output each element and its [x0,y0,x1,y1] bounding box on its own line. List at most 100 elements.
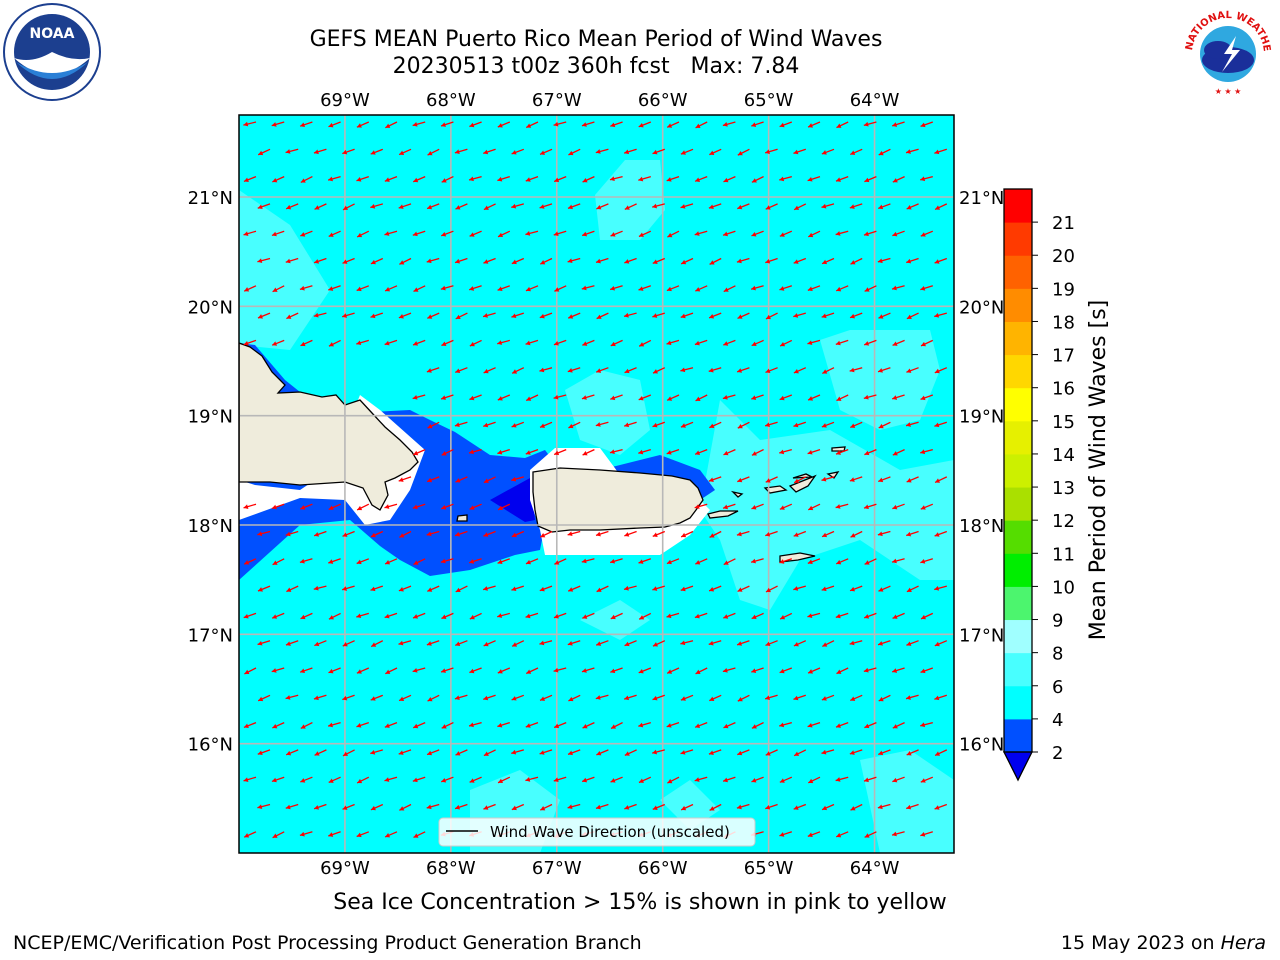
wave-direction-arrow [892,612,905,619]
wave-direction-arrow [356,339,369,346]
wave-direction-arrow [539,749,553,755]
wave-direction-arrow [905,694,919,700]
wave-direction-arrow [765,749,778,756]
colorbar-band [1004,685,1032,720]
wave-direction-arrow [370,585,384,592]
wave-direction-arrow [257,640,271,646]
wave-direction-arrow [384,503,398,509]
wave-direction-arrow [680,203,694,209]
wave-direction-arrow [892,776,905,783]
wave-direction-arrow [934,257,948,264]
wave-direction-arrow [342,803,355,810]
wave-direction-arrow [694,448,708,455]
wave-direction-arrow [609,285,623,291]
wave-direction-arrow [370,694,384,701]
wave-direction-arrow [709,530,722,538]
wave-direction-arrow [384,339,398,346]
wave-direction-arrow [920,175,933,182]
wave-direction-arrow [751,612,764,620]
wave-direction-arrow [313,257,327,264]
wave-direction-arrow [511,803,525,811]
wave-direction-arrow [877,367,891,373]
lon-label: 69°W [320,858,370,879]
svg-text:★ ★ ★: ★ ★ ★ [1215,87,1242,96]
wave-direction-arrow [455,203,468,210]
wave-direction-arrow [609,558,623,564]
wave-direction-arrow [285,148,299,154]
wave-direction-arrow [497,612,510,618]
wave-direction-arrow [384,612,398,619]
wave-direction-arrow [708,312,722,319]
wave-direction-arrow [920,776,934,783]
wave-direction-arrow [666,175,680,182]
wave-direction-arrow [934,694,947,701]
wave-direction-arrow [399,257,412,265]
wave-direction-arrow [257,312,271,319]
wave-direction-arrow [821,530,835,538]
wave-direction-arrow [652,148,666,155]
wave-direction-arrow [412,449,426,456]
wave-direction-arrow [399,530,412,538]
wave-direction-arrow [722,230,736,237]
lat-label: 19°N [959,407,1004,428]
colorbar-tick-label: 13 [1052,478,1075,499]
map-title-line2: 20230513 t00z 360h fcst Max: 7.84 [392,54,800,79]
wave-direction-arrow [299,558,313,564]
wave-direction-arrow [441,339,454,347]
wave-direction-arrow [807,448,821,455]
wave-direction-arrow [553,721,567,729]
wave-direction-arrow [286,585,299,593]
wave-direction-arrow [384,285,398,292]
wave-direction-arrow [469,285,482,291]
wave-direction-arrow [525,121,539,129]
wave-direction-arrow [850,257,863,265]
colorbar-label: Mean Period of Wind Waves [s] [1086,300,1111,640]
wave-direction-arrow [384,776,398,782]
wave-direction-arrow [244,667,257,675]
wave-direction-arrow [455,312,468,320]
wave-direction-arrow [638,230,652,238]
wave-direction-arrow [483,530,496,537]
wave-direction-arrow [582,722,595,729]
wave-direction-arrow [906,749,919,756]
wave-direction-arrow [399,803,412,811]
wave-direction-arrow [384,558,398,565]
wave-direction-arrow [638,448,651,455]
wave-direction-arrow [595,640,609,646]
wave-direction-arrow [623,694,637,701]
colorbar-band [1004,387,1032,422]
wave-direction-arrow [525,558,539,565]
lon-label: 69°W [320,90,370,111]
wave-direction-arrow [356,230,370,238]
wave-direction-arrow [680,367,694,373]
wave-direction-arrow [356,612,369,619]
wave-direction-arrow [765,530,778,537]
wave-direction-arrow [271,612,285,619]
wave-direction-arrow [440,394,454,400]
wave-direction-arrow [328,121,341,128]
wave-direction-arrow [793,749,807,757]
wave-direction-arrow [863,339,877,346]
wave-direction-arrow [821,749,835,755]
map-plot: Wind Wave Direction (unscaled) [239,115,954,853]
wave-direction-arrow [779,831,793,837]
colorbar-tick-label: 16 [1052,379,1075,400]
wave-direction-arrow [920,558,933,564]
wave-direction-arrow [581,230,595,237]
wave-direction-arrow [511,367,525,374]
wave-direction-arrow [892,722,905,729]
wave-direction-arrow [624,749,637,756]
wave-direction-arrow [582,339,595,346]
wave-direction-arrow [850,694,863,702]
wave-direction-arrow [596,749,609,756]
wave-direction-arrow [469,394,482,401]
colorbar-tick-label: 19 [1052,279,1075,300]
wave-direction-arrow [694,503,708,509]
wave-direction-arrow [610,121,623,128]
colorbar-band [1004,255,1032,289]
wave-direction-arrow [709,803,722,811]
wave-direction-arrow [835,776,849,782]
wave-direction-arrow [426,640,440,646]
wave-direction-arrow [934,476,948,484]
wave-direction-arrow [807,285,821,292]
